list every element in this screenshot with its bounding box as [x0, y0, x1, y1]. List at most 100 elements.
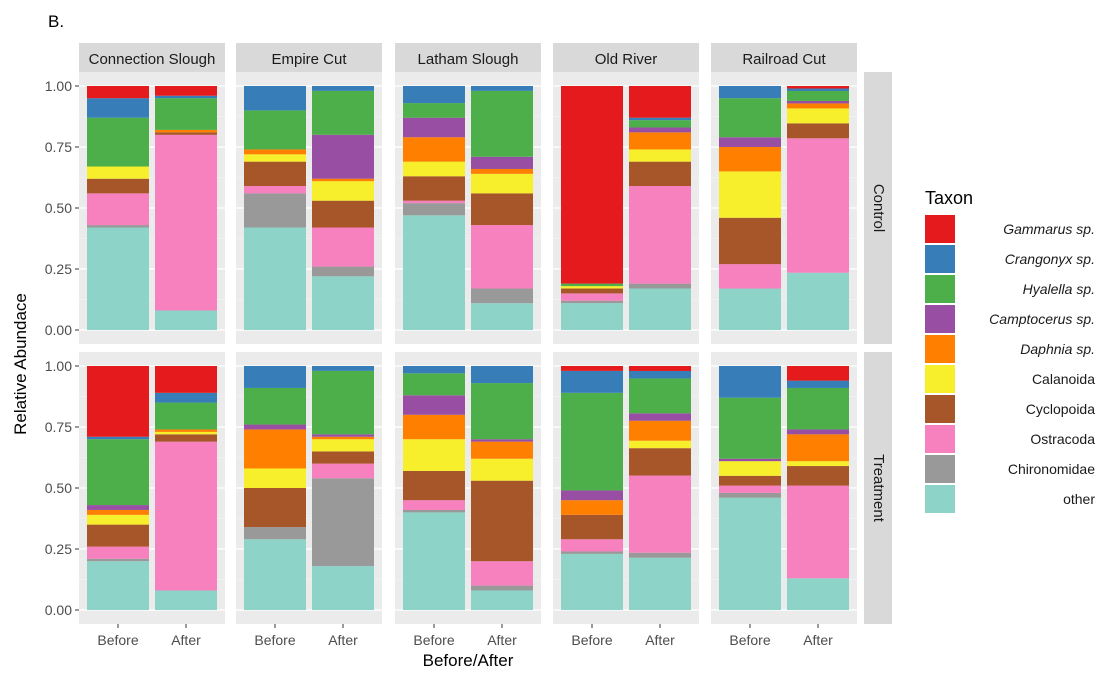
- facet-label-old-river: Old River: [595, 51, 658, 68]
- bar-segment-hyalella-sp: [629, 120, 691, 128]
- y-tick-label: 0.75: [45, 139, 72, 155]
- bar-segment-daphnia-sp: [629, 420, 691, 441]
- bar-segment-chironomidae: [471, 585, 533, 591]
- bar-segment-daphnia-sp: [787, 434, 849, 462]
- bar-segment-daphnia-sp: [403, 414, 465, 440]
- bar-segment-gammarus-sp: [155, 366, 217, 393]
- bar-segment-cyclopoida: [471, 480, 533, 562]
- bar-segment-other: [561, 303, 623, 330]
- bar-segment-ostracoda: [629, 186, 691, 284]
- bar-segment-other: [719, 288, 781, 330]
- bar-segment-camptocerus-sp: [787, 429, 849, 435]
- bar-segment-cyclopoida: [87, 524, 149, 547]
- bar-segment-cyclopoida: [403, 176, 465, 201]
- bar-segment-daphnia-sp: [471, 168, 533, 174]
- bar-segment-calanoida: [471, 173, 533, 194]
- legend-key-ostracoda: [925, 425, 955, 453]
- bar-segment-other: [787, 272, 849, 330]
- bar-segment-other: [403, 215, 465, 330]
- legend-label-camptocerus-sp: Camptocerus sp.: [989, 311, 1095, 327]
- y-tick-label: 0.50: [45, 480, 72, 496]
- legend-label-ostracoda: Ostracoda: [1030, 431, 1095, 447]
- facet-label-railroad-cut: Railroad Cut: [742, 51, 826, 68]
- bar-segment-cyclopoida: [629, 448, 691, 476]
- bar-segment-camptocerus-sp: [312, 134, 374, 179]
- legend-key-cyclopoida: [925, 395, 955, 423]
- bar-segment-daphnia-sp: [403, 137, 465, 162]
- bar-segment-chironomidae: [403, 509, 465, 513]
- bar-segment-chironomidae: [244, 193, 306, 228]
- panels-layer: Connection Slough Empire Cut Latham Slough…: [45, 43, 892, 648]
- row-label-treatment: Treatment: [870, 454, 887, 523]
- facet-strip-empire-cut: [236, 43, 382, 72]
- bar-segment-hyalella-sp: [87, 117, 149, 167]
- bar-segment-crangonyx-sp: [155, 392, 217, 403]
- bar-segment-ostracoda: [403, 500, 465, 510]
- bar-segment-hyalella-sp: [561, 392, 623, 491]
- y-tick-label: 0.50: [45, 200, 72, 216]
- bar-segment-cyclopoida: [787, 123, 849, 139]
- bar-segment-ostracoda: [787, 485, 849, 579]
- bar-segment-crangonyx-sp: [471, 366, 533, 384]
- bar-segment-chironomidae: [629, 283, 691, 289]
- row-label-control: Control: [870, 184, 887, 232]
- bar-segment-crangonyx-sp: [312, 366, 374, 371]
- facet-label-empire-cut: Empire Cut: [271, 51, 347, 68]
- legend-label-calanoida: Calanoida: [1032, 371, 1095, 387]
- bar-segment-camptocerus-sp: [719, 137, 781, 147]
- bar-segment-chironomidae: [244, 527, 306, 540]
- bar-segment-daphnia-sp: [87, 509, 149, 515]
- bar-segment-camptocerus-sp: [787, 100, 849, 104]
- bar-segment-cyclopoida: [312, 451, 374, 464]
- legend-label-other: other: [1063, 491, 1095, 507]
- legend-label-gammarus-sp: Gammarus sp.: [1003, 221, 1095, 237]
- bar-segment-calanoida: [787, 108, 849, 124]
- bar-segment-hyalella-sp: [87, 439, 149, 506]
- bar-segment-chironomidae: [312, 478, 374, 567]
- facet-label-latham-slough: Latham Slough: [418, 51, 519, 68]
- bar-segment-chironomidae: [719, 492, 781, 498]
- bar-segment-other: [787, 578, 849, 610]
- x-tick-label: Before: [729, 632, 770, 648]
- facet-strip-old-river: [553, 43, 699, 72]
- bar-segment-calanoida: [244, 154, 306, 162]
- bar-segment-chironomidae: [629, 552, 691, 558]
- legend-key-hyalella-sp: [925, 275, 955, 303]
- bar-segment-cyclopoida: [244, 488, 306, 528]
- bar-segment-cyclopoida: [719, 217, 781, 265]
- bar-segment-ostracoda: [719, 264, 781, 289]
- bar-segment-ostracoda: [719, 485, 781, 493]
- bar-segment-daphnia-sp: [629, 132, 691, 150]
- bar-segment-other: [87, 561, 149, 610]
- bar-segment-calanoida: [244, 468, 306, 488]
- bar-segment-hyalella-sp: [719, 98, 781, 138]
- x-tick-label: After: [487, 632, 517, 648]
- bar-segment-calanoida: [471, 458, 533, 481]
- bar-segment-crangonyx-sp: [403, 86, 465, 104]
- bar-segment-calanoida: [719, 461, 781, 476]
- legend-key-gammarus-sp: [925, 215, 955, 243]
- bar-segment-crangonyx-sp: [87, 436, 149, 440]
- legend-key-camptocerus-sp: [925, 305, 955, 333]
- bar-segment-crangonyx-sp: [787, 380, 849, 388]
- bar-segment-ostracoda: [561, 293, 623, 301]
- bar-segment-calanoida: [403, 439, 465, 471]
- bar-segment-hyalella-sp: [244, 387, 306, 425]
- x-tick-label: After: [328, 632, 358, 648]
- bar-segment-other: [312, 276, 374, 330]
- legend-key-other: [925, 485, 955, 513]
- bar-segment-hyalella-sp: [471, 90, 533, 157]
- bar-segment-camptocerus-sp: [244, 424, 306, 430]
- bar-segment-hyalella-sp: [312, 90, 374, 135]
- x-tick-label: After: [803, 632, 833, 648]
- bar-segment-cyclopoida: [561, 288, 623, 294]
- bar-segment-crangonyx-sp: [87, 98, 149, 118]
- bar-segment-chironomidae: [561, 300, 623, 304]
- bar-segment-ostracoda: [155, 134, 217, 311]
- bar-segment-other: [471, 590, 533, 610]
- x-tick-label: Before: [571, 632, 612, 648]
- x-tick-label: After: [645, 632, 675, 648]
- bar-segment-hyalella-sp: [787, 387, 849, 430]
- bar-segment-daphnia-sp: [312, 436, 374, 440]
